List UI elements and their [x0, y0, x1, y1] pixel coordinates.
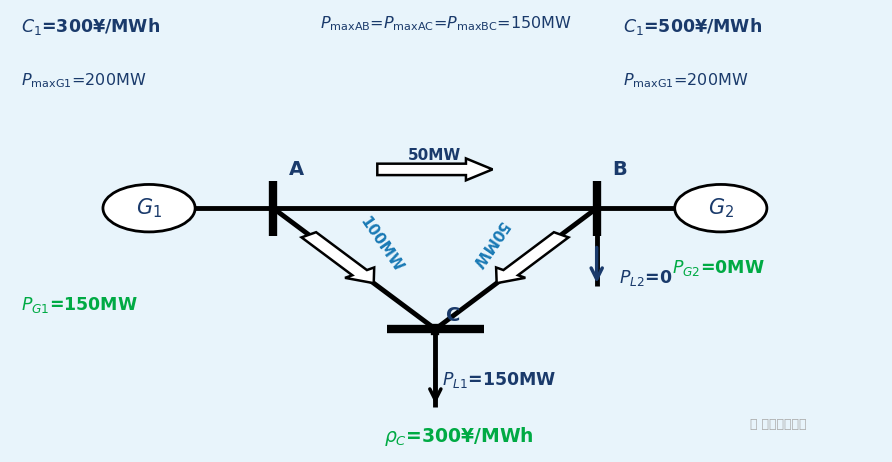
- Text: $\mathit{C}_1$=500¥/MWh: $\mathit{C}_1$=500¥/MWh: [624, 17, 763, 37]
- Text: C: C: [446, 305, 460, 325]
- Circle shape: [103, 184, 195, 232]
- Text: $\rho_C$=300¥/MWh: $\rho_C$=300¥/MWh: [384, 425, 533, 448]
- FancyArrow shape: [377, 158, 492, 180]
- Text: $G_1$: $G_1$: [136, 196, 162, 220]
- Text: 50MW: 50MW: [467, 219, 510, 271]
- Text: 50MW: 50MW: [409, 147, 461, 163]
- Text: $P_{L2}$=0: $P_{L2}$=0: [619, 267, 673, 287]
- FancyArrow shape: [301, 232, 375, 283]
- Circle shape: [674, 184, 767, 232]
- Text: $\mathit{P}_{\mathrm{maxG1}}$=200MW: $\mathit{P}_{\mathrm{maxG1}}$=200MW: [624, 71, 748, 90]
- Text: 100MW: 100MW: [357, 214, 406, 275]
- Text: $P_{L1}$=150MW: $P_{L1}$=150MW: [442, 370, 556, 390]
- Text: $P_{\mathrm{maxAB}}$=$P_{\mathrm{maxAC}}$=$P_{\mathrm{maxBC}}$=150MW: $P_{\mathrm{maxAB}}$=$P_{\mathrm{maxAC}}…: [320, 14, 572, 33]
- Text: A: A: [289, 159, 304, 178]
- Text: $\mathit{P}_{G1}$=150MW: $\mathit{P}_{G1}$=150MW: [21, 295, 137, 315]
- Text: B: B: [613, 159, 627, 178]
- Text: $\mathit{P}_{\mathrm{maxG1}}$=200MW: $\mathit{P}_{\mathrm{maxG1}}$=200MW: [21, 71, 146, 90]
- Text: $\mathit{P}_{G2}$=0MW: $\mathit{P}_{G2}$=0MW: [672, 258, 764, 279]
- FancyArrow shape: [496, 232, 568, 283]
- Text: $G_2$: $G_2$: [707, 196, 734, 220]
- Text: $\mathit{C}_1$=300¥/MWh: $\mathit{C}_1$=300¥/MWh: [21, 17, 160, 37]
- Text: 🔘 走进电力市场: 🔘 走进电力市场: [750, 418, 806, 431]
